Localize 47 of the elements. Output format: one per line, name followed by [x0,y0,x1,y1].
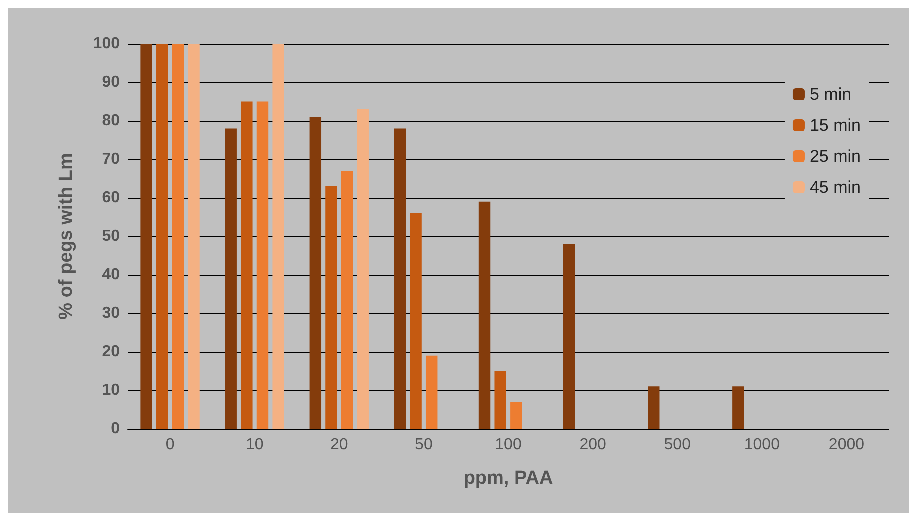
y-tick-label: 20 [102,344,120,360]
bar [256,102,269,429]
bar [410,213,422,429]
bar [426,356,438,429]
x-tick-label: 1000 [744,436,780,454]
x-tick-label: 10 [246,436,264,454]
bar [563,244,576,429]
legend-label: 5 min [810,85,852,104]
bar [310,117,322,429]
y-axis-title: % of pegs with Lm [56,153,77,320]
y-tick-label: 80 [102,112,120,130]
y-tick-label: 10 [102,382,120,399]
x-tick-label: 100 [495,436,522,454]
x-tick-label: 0 [166,436,175,454]
bar [140,44,152,429]
bar [394,128,406,429]
x-tick-label: 500 [664,436,692,454]
legend-label: 45 min [810,178,862,197]
y-tick-label: 90 [102,74,120,91]
bar [188,44,200,429]
bar [732,386,744,429]
bar [341,171,354,429]
bar [648,386,660,429]
x-axis-title: ppm, PAA [464,468,554,489]
bar [326,186,338,429]
y-tick-label: 40 [102,266,120,284]
x-tick-label: 2000 [828,436,865,454]
y-tick-label: 0 [111,420,120,438]
legend-label: 15 min [810,116,862,135]
y-tick-label: 50 [102,228,120,245]
bar [172,44,184,429]
y-tick-label: 70 [102,151,120,168]
bar [225,128,237,429]
bar [272,44,284,429]
legend-label: 25 min [810,147,862,166]
bar [241,102,253,429]
bar [156,44,168,429]
y-tick-label: 60 [102,190,120,206]
bar [478,202,491,429]
x-tick-label: 20 [330,436,348,454]
bar [357,109,369,429]
bar [510,402,522,429]
bar [494,371,506,429]
y-tick-label: 100 [93,36,120,52]
y-tick-label: 30 [102,305,120,322]
x-tick-label: 200 [580,436,606,454]
x-tick-label: 50 [415,436,433,454]
